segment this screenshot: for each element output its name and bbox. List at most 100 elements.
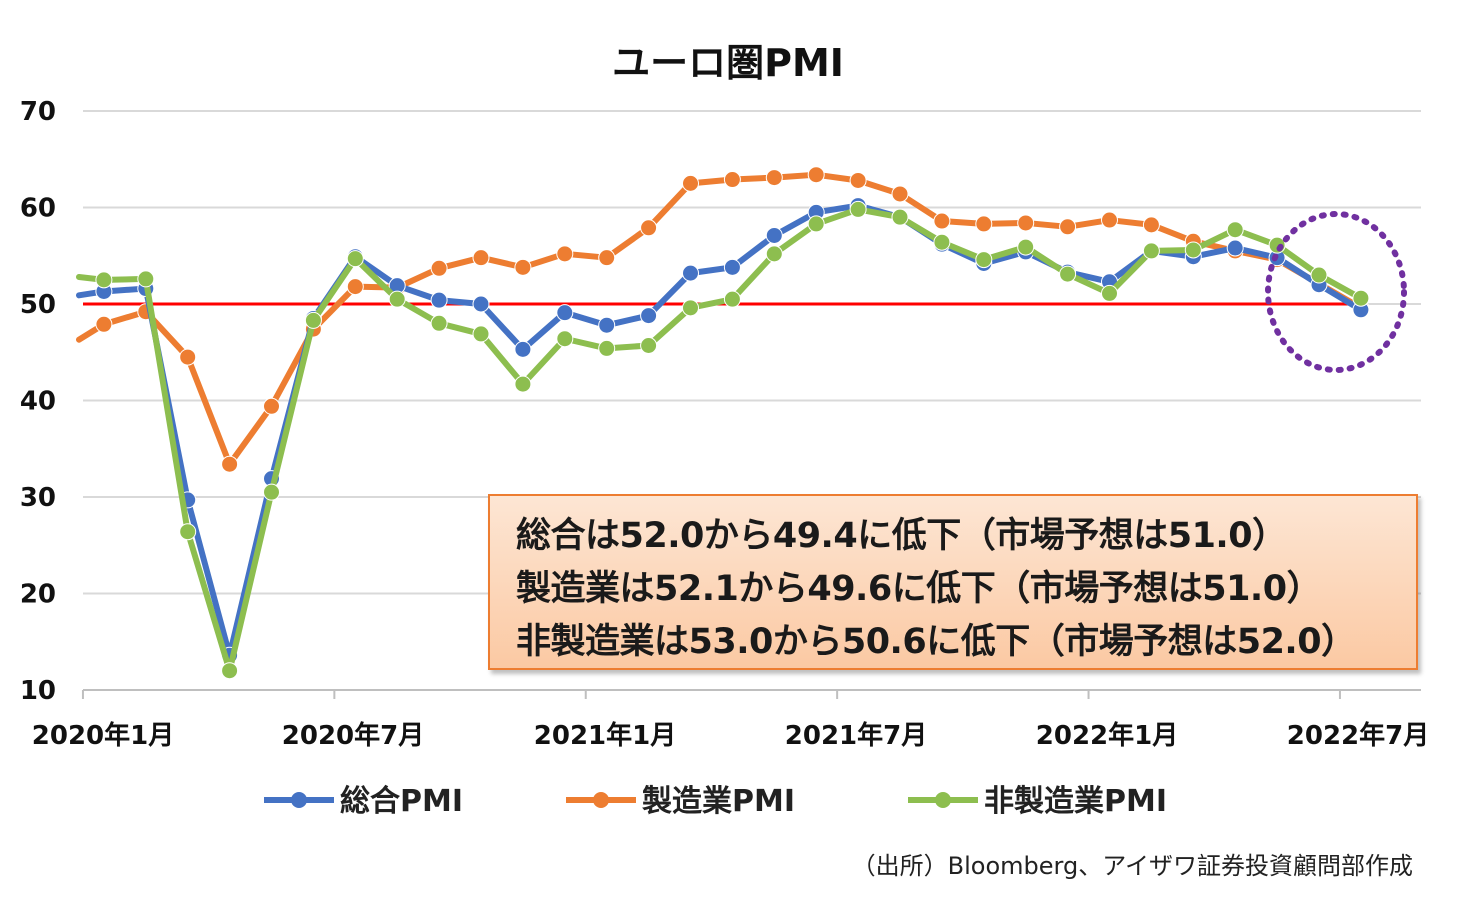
data-point (346, 278, 364, 296)
data-point (891, 208, 909, 226)
data-point (807, 166, 825, 184)
data-point (556, 304, 574, 322)
y-tick-label: 50 (20, 290, 56, 320)
data-point (179, 348, 197, 366)
data-point (765, 226, 783, 244)
legend-label: 総合PMI (340, 784, 463, 819)
data-point (346, 250, 364, 268)
data-point (975, 215, 993, 233)
legend-swatch-marker (935, 792, 951, 808)
y-tick-label: 20 (20, 580, 56, 610)
data-point (682, 174, 699, 192)
data-point (1310, 266, 1328, 284)
series-manufacturing (76, 166, 1370, 473)
axes: 10 20 30 40 50 60 70 2020年1月 2020年7月 2021年1月 2021年… (20, 97, 1429, 751)
data-point (598, 316, 616, 334)
data-point (179, 523, 197, 541)
x-tick-label: 2020年1月 (32, 720, 174, 751)
data-point (304, 311, 322, 329)
data-point (933, 212, 951, 230)
data-point (849, 171, 867, 189)
legend-item: 非製造業PMI (908, 784, 1167, 819)
legend-item: 製造業PMI (566, 784, 795, 819)
series-group (76, 166, 1370, 680)
data-point (849, 200, 867, 218)
data-point (1017, 214, 1035, 232)
data-point (263, 483, 280, 501)
y-tick-label: 70 (20, 97, 56, 127)
data-point (95, 271, 113, 289)
data-point (514, 258, 532, 276)
legend: 総合PMI 製造業PMI 非製造業PMI (264, 784, 1167, 819)
data-point (891, 185, 909, 203)
series-line (76, 171, 1364, 468)
data-point (472, 249, 490, 267)
data-point (1101, 284, 1118, 302)
data-point (430, 259, 448, 277)
data-point (1184, 241, 1202, 259)
x-tick-label: 2021年7月 (785, 720, 927, 751)
data-point (933, 233, 951, 251)
data-point (95, 315, 113, 333)
data-point (723, 258, 741, 276)
data-point (975, 251, 993, 269)
x-tick-label: 2022年7月 (1287, 720, 1429, 751)
data-point (221, 662, 239, 680)
x-tick-label: 2021年1月 (534, 720, 676, 751)
data-point (765, 245, 783, 263)
highlight-ellipse (1265, 211, 1407, 373)
annotation-line-composite: 総合は52.0から49.4に低下（市場予想は51.0） (516, 516, 1287, 556)
annotation-line-manufacturing: 製造業は52.1から49.6に低下（市場予想は51.0） (516, 569, 1322, 609)
data-point (598, 339, 616, 357)
data-point (682, 264, 699, 282)
data-point (723, 171, 741, 189)
data-point (765, 169, 783, 187)
data-point (640, 307, 658, 325)
annotation-line-services: 非製造業は53.0から50.6に低下（市場予想は52.0） (516, 622, 1356, 662)
legend-swatch-marker (291, 792, 307, 808)
data-point (388, 290, 406, 308)
data-point (556, 330, 574, 348)
data-point (472, 325, 490, 343)
data-point (472, 295, 490, 313)
data-point (1101, 211, 1118, 229)
data-point (640, 219, 658, 237)
legend-swatch-marker (593, 792, 609, 808)
legend-item: 総合PMI (264, 784, 463, 819)
data-point (263, 397, 280, 415)
data-point (221, 455, 239, 473)
x-tick-label: 2022年1月 (1036, 720, 1178, 751)
data-point (1142, 242, 1160, 260)
series-services (76, 200, 1370, 680)
data-point (514, 375, 532, 393)
data-point (1017, 238, 1035, 256)
legend-label: 製造業PMI (642, 784, 795, 819)
series-line (76, 206, 1364, 674)
data-point (640, 336, 658, 354)
data-point (682, 299, 699, 317)
data-point (1059, 218, 1077, 236)
data-point (723, 290, 741, 308)
data-point (598, 249, 616, 267)
chart-title: ユーロ圏PMI (612, 41, 844, 85)
data-point (1226, 221, 1244, 239)
data-point (807, 215, 825, 233)
data-point (430, 291, 448, 309)
x-tick-label: 2020年7月 (282, 720, 424, 751)
highlight-group (1265, 211, 1407, 373)
y-tick-label: 40 (20, 387, 56, 417)
data-point (430, 314, 448, 332)
data-point (137, 270, 155, 288)
data-point (1142, 216, 1160, 234)
data-point (1059, 265, 1077, 283)
data-point (1226, 239, 1244, 257)
y-tick-label: 10 (20, 676, 56, 706)
data-point (556, 245, 574, 263)
legend-label: 非製造業PMI (984, 784, 1167, 819)
data-point (1352, 289, 1370, 307)
annotation-box: 総合は52.0から49.4に低下（市場予想は51.0） 製造業は52.1から49… (488, 494, 1418, 670)
source-note: （出所）Bloomberg、アイザワ証券投資顧問部作成 (851, 852, 1413, 880)
y-tick-label: 30 (20, 483, 56, 513)
